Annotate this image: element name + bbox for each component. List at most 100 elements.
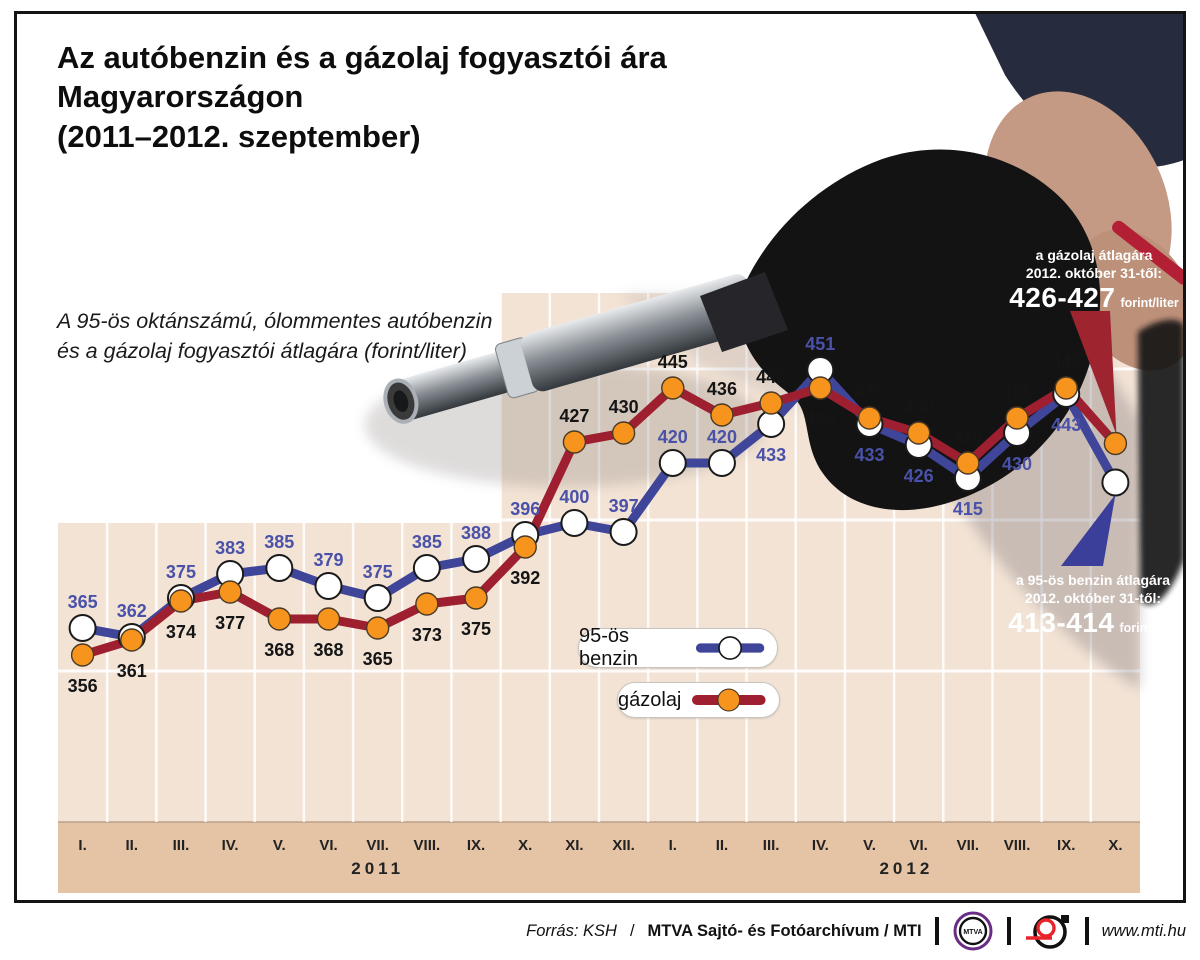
year-label: 2012 — [879, 859, 933, 878]
value-label-benzin: 420 — [707, 427, 737, 447]
data-point-gazolaj — [218, 580, 242, 604]
mtva-logo-icon: MTVA — [953, 911, 993, 951]
value-label-benzin: 400 — [559, 487, 589, 507]
subtitle-line2: és a gázolaj fogyasztói átlagára (forint… — [57, 339, 467, 364]
diesel-callout-value: 426-427 — [1009, 282, 1116, 313]
data-point-benzin — [609, 518, 638, 546]
value-label-benzin: 388 — [461, 523, 491, 543]
month-label: IX. — [1057, 837, 1075, 854]
legend-gazolaj-label: gázolaj — [618, 688, 682, 711]
data-point-gazolaj — [661, 376, 685, 400]
footer-divider — [1084, 917, 1089, 945]
data-point-gazolaj — [759, 391, 783, 415]
value-label-gazolaj: 420 — [953, 427, 983, 447]
data-point-benzin — [707, 449, 736, 477]
month-label: I. — [78, 837, 86, 854]
data-point-gazolaj — [1005, 406, 1029, 430]
value-label-gazolaj: 356 — [68, 676, 98, 696]
website-link: www.mti.hu — [1101, 921, 1186, 940]
data-point-benzin — [1101, 468, 1130, 497]
legend-gazolaj-sample — [692, 688, 767, 712]
title-line2: Magyarországon — [57, 79, 304, 115]
value-label-gazolaj: 445 — [658, 352, 688, 372]
series-line-gazolaj — [78, 383, 1120, 660]
month-label: I. — [669, 837, 677, 854]
value-label-benzin: 443 — [1051, 415, 1081, 435]
value-label-benzin: 430 — [1002, 454, 1032, 474]
petrol-callout-arrow — [1061, 494, 1116, 566]
month-label: II. — [126, 837, 139, 854]
month-label: III. — [173, 837, 190, 854]
data-point-gazolaj — [70, 643, 95, 667]
value-label-gazolaj: 435 — [854, 382, 884, 402]
value-label-gazolaj: 445 — [1051, 352, 1081, 372]
month-label: XI. — [565, 837, 583, 854]
value-label-gazolaj: 430 — [904, 397, 934, 417]
data-point-gazolaj — [562, 430, 587, 454]
data-point-benzin — [462, 545, 491, 573]
value-label-gazolaj: 377 — [215, 613, 245, 633]
month-label: VII. — [957, 837, 980, 854]
data-point-gazolaj — [1054, 376, 1078, 400]
data-point-gazolaj — [169, 589, 193, 613]
value-label-benzin: 385 — [412, 532, 442, 552]
data-point-gazolaj — [464, 586, 488, 610]
value-label-gazolaj: 368 — [313, 640, 343, 660]
value-label-benzin: 433 — [756, 445, 786, 465]
data-point-benzin — [412, 554, 441, 582]
value-label-benzin: 375 — [363, 562, 393, 582]
month-label: V. — [863, 837, 876, 854]
data-point-gazolaj — [120, 628, 144, 652]
footer-divider — [934, 917, 939, 945]
data-point-gazolaj — [365, 616, 390, 640]
month-label: IV. — [222, 837, 239, 854]
month-label: V. — [273, 837, 286, 854]
month-label: II. — [716, 837, 729, 854]
data-point-gazolaj — [316, 607, 341, 631]
petrol-callout-value: 413-414 — [1008, 607, 1115, 638]
data-point-benzin — [265, 554, 294, 582]
footer-divider — [1006, 917, 1011, 945]
month-label: VIII. — [1004, 837, 1031, 854]
month-label: VI. — [910, 837, 928, 854]
legend-benzin-label: 95-ös benzin — [579, 625, 638, 670]
value-label-benzin: 415 — [953, 499, 983, 519]
value-label-gazolaj: 436 — [707, 379, 737, 399]
data-point-gazolaj — [956, 451, 980, 475]
source-text: Forrás: KSH — [526, 921, 617, 940]
value-label-benzin: 375 — [166, 562, 196, 582]
value-label-benzin: 397 — [609, 496, 639, 516]
subtitle-line1: A 95-ös oktánszámú, ólommentes autóbenzi… — [57, 309, 493, 333]
value-label-benzin: 385 — [264, 532, 294, 552]
data-point-gazolaj — [513, 535, 537, 559]
data-point-gazolaj — [808, 376, 833, 400]
mti-logo-icon — [1025, 915, 1069, 949]
value-label-gazolaj: 427 — [559, 406, 589, 426]
series-layer: 365 356 362 361 375 374 383 377 385 368 379 368 375 3… — [68, 311, 1130, 696]
cuff-lining — [1112, 220, 1184, 285]
page-title: Az autóbenzin és a gázolaj fogyasztói ár… — [57, 38, 717, 156]
data-point-gazolaj — [710, 403, 734, 427]
data-point-benzin — [363, 584, 392, 612]
value-label-gazolaj: 375 — [461, 619, 491, 639]
value-label-benzin: 379 — [313, 550, 343, 570]
source-bold-text: MTVA Sajtó- és Fotóarchívum / MTI — [647, 921, 922, 940]
legend-benzin-sample — [695, 636, 765, 660]
petrol-price-callout: a 95-ös benzin átlagára 2012. október 31… — [1003, 563, 1183, 648]
value-label-gazolaj: 365 — [363, 649, 393, 669]
nozzle-joint — [700, 272, 788, 352]
data-point-benzin — [757, 410, 786, 438]
diesel-callout-line2: 2012. október 31-től: — [1025, 264, 1163, 281]
month-label: X. — [1108, 837, 1122, 854]
series-line-benzin — [78, 365, 1120, 642]
petrol-callout-line1: a 95-ös benzin átlagára — [1015, 572, 1171, 588]
source-separator: / — [629, 921, 635, 940]
value-label-gazolaj: 440 — [756, 367, 786, 387]
month-label: VIII. — [414, 837, 441, 854]
year-label: 2011 — [351, 859, 404, 878]
data-point-gazolaj — [857, 406, 882, 430]
value-label-benzin: 433 — [854, 445, 884, 465]
value-label-benzin: 383 — [215, 538, 245, 558]
diesel-callout-line1: a gázolaj átlagára — [1035, 247, 1153, 263]
